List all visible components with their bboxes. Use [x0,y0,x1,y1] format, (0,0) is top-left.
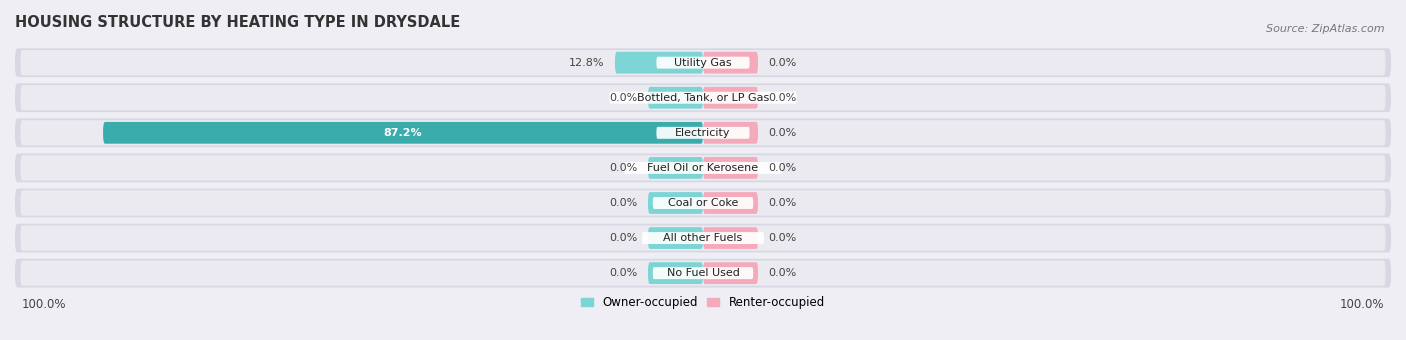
FancyBboxPatch shape [703,227,758,249]
Text: All other Fuels: All other Fuels [664,233,742,243]
FancyBboxPatch shape [703,262,758,284]
FancyBboxPatch shape [657,127,749,139]
FancyBboxPatch shape [703,87,758,108]
Legend: Owner-occupied, Renter-occupied: Owner-occupied, Renter-occupied [581,296,825,309]
FancyBboxPatch shape [648,227,703,249]
FancyBboxPatch shape [609,92,797,104]
Text: Fuel Oil or Kerosene: Fuel Oil or Kerosene [647,163,759,173]
Text: 0.0%: 0.0% [609,93,638,103]
FancyBboxPatch shape [15,259,1391,288]
FancyBboxPatch shape [15,83,1391,112]
Text: 100.0%: 100.0% [1340,299,1384,311]
FancyBboxPatch shape [657,57,749,69]
FancyBboxPatch shape [624,162,782,174]
Text: 0.0%: 0.0% [768,93,797,103]
Text: Coal or Coke: Coal or Coke [668,198,738,208]
FancyBboxPatch shape [15,48,1391,77]
FancyBboxPatch shape [15,189,1391,217]
FancyBboxPatch shape [21,260,1385,286]
Text: 0.0%: 0.0% [609,268,638,278]
FancyBboxPatch shape [21,50,1385,75]
Text: Source: ZipAtlas.com: Source: ZipAtlas.com [1267,24,1385,34]
Text: 0.0%: 0.0% [609,233,638,243]
Text: 0.0%: 0.0% [768,268,797,278]
FancyBboxPatch shape [648,262,703,284]
FancyBboxPatch shape [15,154,1391,182]
Text: Utility Gas: Utility Gas [675,58,731,68]
Text: 0.0%: 0.0% [768,233,797,243]
Text: 87.2%: 87.2% [384,128,422,138]
Text: 0.0%: 0.0% [609,198,638,208]
FancyBboxPatch shape [648,157,703,179]
Text: No Fuel Used: No Fuel Used [666,268,740,278]
FancyBboxPatch shape [21,120,1385,146]
Text: HOUSING STRUCTURE BY HEATING TYPE IN DRYSDALE: HOUSING STRUCTURE BY HEATING TYPE IN DRY… [15,15,460,30]
FancyBboxPatch shape [21,190,1385,216]
FancyBboxPatch shape [21,155,1385,181]
FancyBboxPatch shape [648,192,703,214]
FancyBboxPatch shape [703,157,758,179]
FancyBboxPatch shape [648,87,703,108]
FancyBboxPatch shape [703,122,758,144]
FancyBboxPatch shape [643,232,763,244]
FancyBboxPatch shape [652,267,754,279]
Text: 100.0%: 100.0% [22,299,66,311]
FancyBboxPatch shape [15,118,1391,147]
Text: 0.0%: 0.0% [609,163,638,173]
FancyBboxPatch shape [21,225,1385,251]
FancyBboxPatch shape [21,85,1385,110]
FancyBboxPatch shape [703,192,758,214]
Text: 0.0%: 0.0% [768,128,797,138]
FancyBboxPatch shape [652,197,754,209]
FancyBboxPatch shape [703,52,758,73]
Text: Bottled, Tank, or LP Gas: Bottled, Tank, or LP Gas [637,93,769,103]
Text: Electricity: Electricity [675,128,731,138]
FancyBboxPatch shape [614,52,703,73]
FancyBboxPatch shape [15,224,1391,252]
FancyBboxPatch shape [103,122,703,144]
Text: 0.0%: 0.0% [768,198,797,208]
Text: 0.0%: 0.0% [768,58,797,68]
Text: 0.0%: 0.0% [768,163,797,173]
Text: 12.8%: 12.8% [569,58,605,68]
